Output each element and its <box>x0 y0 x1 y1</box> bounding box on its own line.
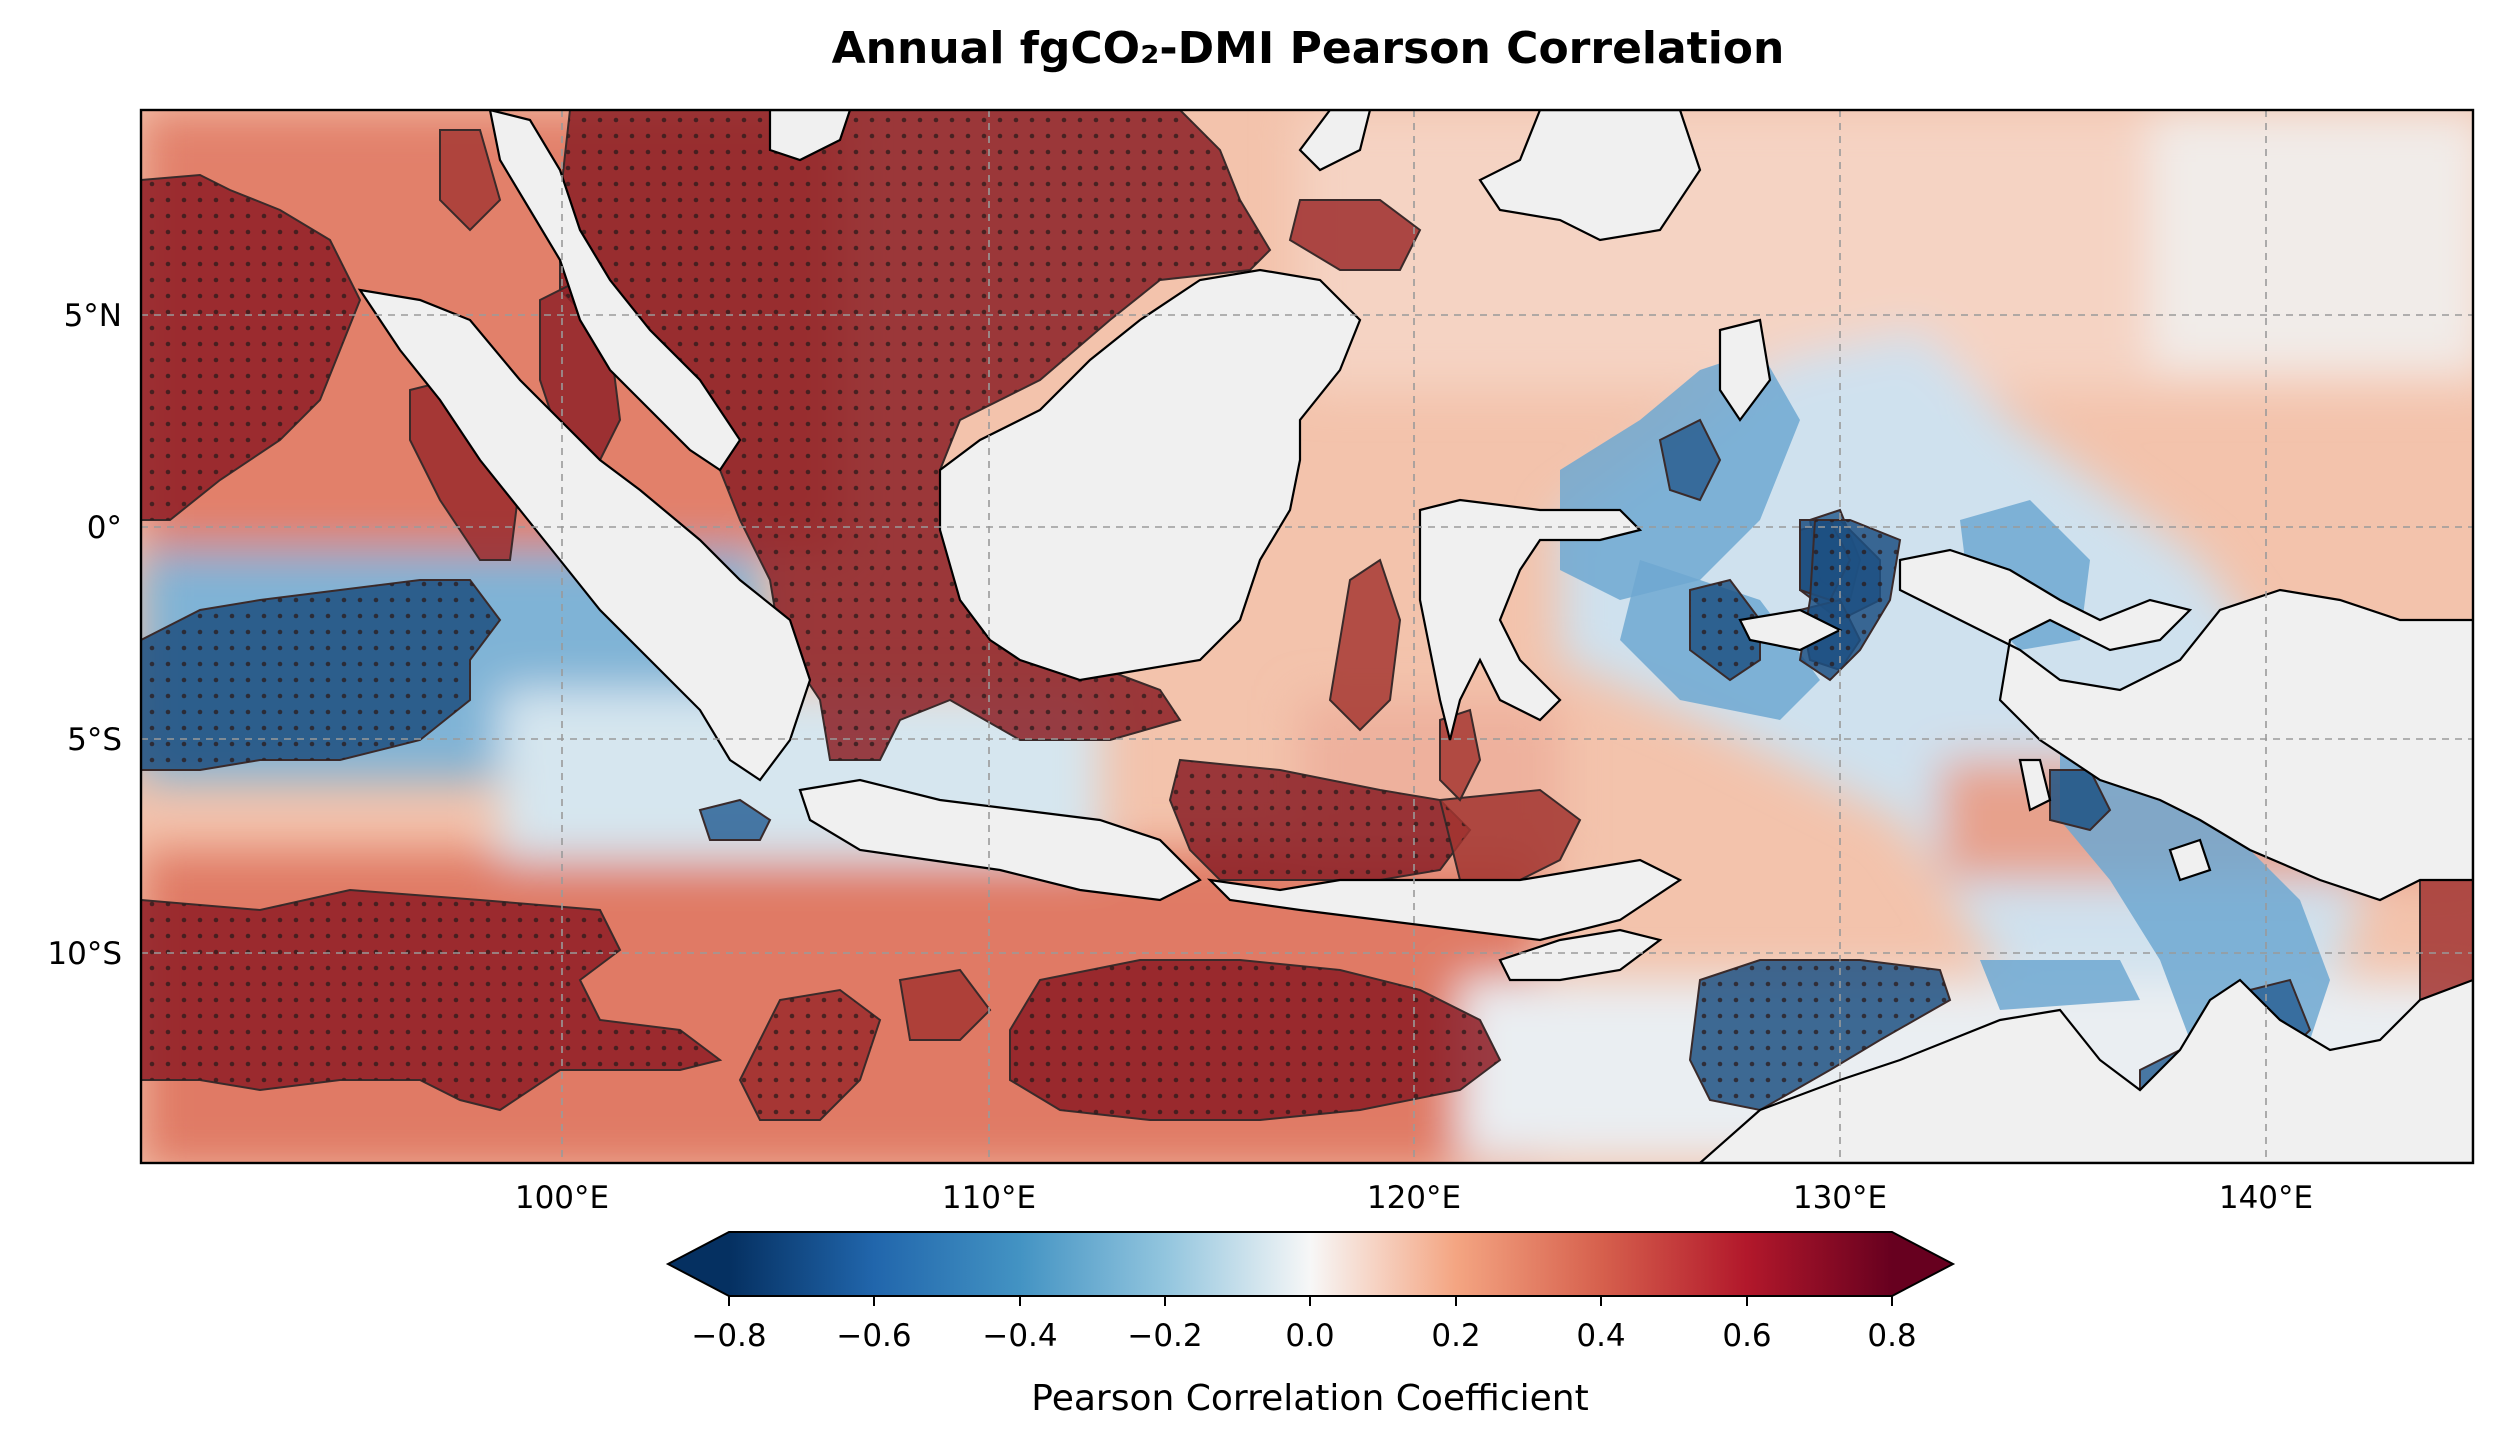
lat-tick-label: 5°N <box>64 298 122 334</box>
land-indochina <box>768 110 852 162</box>
colorbar-tick-label: −0.4 <box>982 1318 1057 1354</box>
lat-tick-label: 0° <box>87 510 122 546</box>
land-java <box>798 778 1202 902</box>
colorbar-tick-label: −0.6 <box>836 1318 911 1354</box>
land-philippines <box>1478 110 1702 242</box>
colorbar-ticks <box>728 1296 1893 1306</box>
lon-ticks: 100°E 110°E 120°E 130°E 140°E <box>515 1180 2313 1216</box>
region-sio3 <box>898 968 992 1041</box>
land-new-guinea <box>1898 548 2473 902</box>
lon-tick-label: 140°E <box>2219 1180 2313 1216</box>
stipple-overlay <box>141 110 1950 1120</box>
land-sulawesi <box>1418 498 1643 741</box>
map-frame <box>139 108 2475 1165</box>
region-eio2 <box>698 798 772 841</box>
region-celebes <box>1288 199 1422 271</box>
map-area <box>141 110 2473 1163</box>
region-makassar <box>1328 558 1402 732</box>
colorbar-tick-label: 0.4 <box>1576 1318 1625 1354</box>
land-philippines2 <box>1298 110 1372 172</box>
lon-tick-label: 130°E <box>1793 1180 1887 1216</box>
colorbar-gradient <box>729 1232 1892 1296</box>
land-lesser-sunda <box>1206 858 1683 942</box>
lat-tick-label: 5°S <box>67 722 122 758</box>
land-sumatra <box>357 288 812 782</box>
land-seram <box>1738 608 1843 652</box>
colorbar-tick-label: 0.2 <box>1431 1318 1480 1354</box>
colorbar-tick-label: 0.6 <box>1722 1318 1771 1354</box>
colorbar-tick-label: 0.8 <box>1867 1318 1916 1354</box>
chart-title: Annual fgCO₂-DMI Pearson Correlation <box>832 23 1785 74</box>
colorbar-extend-min <box>668 1232 729 1296</box>
lon-tick-label: 110°E <box>942 1180 1036 1216</box>
region-nw2 <box>439 129 502 232</box>
lat-ticks: 5°N 0° 5°S 10°S <box>47 298 122 972</box>
lat-tick-label: 10°S <box>47 936 122 972</box>
land-australia <box>1698 978 2473 1163</box>
region-molucca2 <box>1658 418 1722 502</box>
lon-tick-label: 120°E <box>1367 1180 1461 1216</box>
colorbar-tick-label: 0.0 <box>1285 1318 1334 1354</box>
gridlines <box>141 110 2473 1163</box>
colorbar-label: Pearson Correlation Coefficient <box>1031 1378 1588 1419</box>
colorbar-extend-max <box>1892 1232 1953 1296</box>
land-halmahera <box>1718 318 1772 422</box>
land-aru-island <box>2018 758 2052 812</box>
colorbar-tick-label: −0.2 <box>1127 1318 1202 1354</box>
lon-tick-label: 100°E <box>515 1180 609 1216</box>
colorbar: −0.8 −0.6 −0.4 −0.2 0.0 0.2 0.4 0.6 0.8 … <box>665 1231 1956 1419</box>
land-timor <box>1498 928 1663 982</box>
land-gulf-island <box>2168 838 2212 882</box>
colorbar-tick-label: −0.8 <box>691 1318 766 1354</box>
land-malay-peninsula <box>488 110 742 472</box>
land-borneo <box>938 268 1362 682</box>
landmasses <box>357 110 2473 1163</box>
